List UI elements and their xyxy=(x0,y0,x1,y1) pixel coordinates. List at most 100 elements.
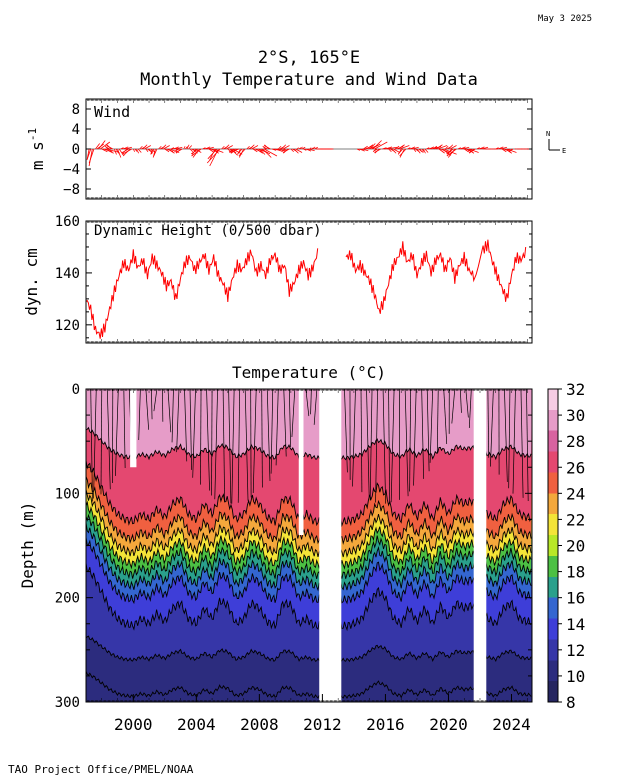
wind-vector xyxy=(252,148,258,153)
wind-vector xyxy=(120,147,124,150)
surface-contour xyxy=(487,389,490,458)
colorbar-tick-label: 20 xyxy=(566,537,585,556)
data-gap xyxy=(130,389,137,468)
wind-vector xyxy=(372,148,378,152)
surface-contour xyxy=(252,389,257,493)
wind-vectors xyxy=(86,140,529,167)
isotherm-contours xyxy=(86,389,532,700)
wind-vector xyxy=(100,141,111,150)
wind-vector xyxy=(262,146,268,150)
wind-vector xyxy=(445,145,449,150)
colorbar-tick-label: 10 xyxy=(566,667,585,686)
wind-vector xyxy=(158,145,162,150)
surface-contour xyxy=(100,389,103,495)
wind-vector xyxy=(136,148,140,154)
wind-vector xyxy=(374,141,388,150)
dynamic-height-y-tick-labels: 120 140 160 xyxy=(55,214,80,334)
wind-vector xyxy=(164,148,170,153)
wind-vector xyxy=(276,148,287,152)
wind-vector xyxy=(391,148,397,154)
wind-vector xyxy=(170,147,175,150)
wind-vector xyxy=(437,145,448,150)
wind-vector xyxy=(421,148,425,152)
temperature-panel: Temperature (°C) 0 100 200 300 2000 2004 2008… xyxy=(18,363,533,734)
wind-y-axis-label: m s-1 xyxy=(26,128,47,170)
colorbar-ramp xyxy=(548,389,558,702)
isotherm-contour xyxy=(86,489,532,558)
wind-vector xyxy=(435,144,443,150)
wind-vector xyxy=(300,146,303,150)
wind-panel: −8 −4 0 4 8 Wind m s-1 N E xyxy=(26,98,566,200)
surface-contour xyxy=(261,389,263,488)
wind-vector xyxy=(202,147,206,150)
data-gaps xyxy=(130,389,487,702)
surface-contour xyxy=(288,389,291,447)
wind-vector xyxy=(246,145,250,150)
wind-y-tick-label: −4 xyxy=(63,162,80,178)
surface-contour xyxy=(526,389,529,502)
surface-contour xyxy=(429,389,434,463)
year-tick-label: 2020 xyxy=(429,715,468,734)
surface-contour xyxy=(375,389,378,503)
wind-vector xyxy=(207,148,218,160)
wind-vector xyxy=(394,145,400,150)
wind-y-tick-label: 0 xyxy=(72,142,80,158)
wind-vector xyxy=(259,148,266,155)
compass-rose: N E xyxy=(546,130,566,155)
wind-vector xyxy=(209,148,216,161)
wind-vector xyxy=(301,146,306,150)
wind-vector xyxy=(361,148,369,152)
wind-vector xyxy=(152,148,156,158)
wind-vector xyxy=(429,146,435,150)
surface-contour xyxy=(413,389,417,486)
surface-contour xyxy=(388,389,391,504)
colorbar-tick-label: 26 xyxy=(566,458,585,477)
wind-vector xyxy=(118,148,125,157)
wind-vector xyxy=(382,147,387,150)
wind-vector xyxy=(438,148,445,154)
wind-vector xyxy=(416,148,421,154)
wind-vector xyxy=(189,148,194,153)
compass-east-label: E xyxy=(562,147,566,155)
wind-vector xyxy=(479,146,485,150)
wind-vector xyxy=(312,146,316,150)
colorbar-tick-label: 16 xyxy=(566,589,585,608)
wind-vector xyxy=(476,147,480,150)
data-gap xyxy=(473,389,487,702)
wind-vector xyxy=(188,145,193,150)
depth-tick-label: 200 xyxy=(55,591,80,607)
wind-vector xyxy=(356,148,361,151)
wind-vector xyxy=(191,148,202,157)
surface-contour xyxy=(214,389,218,500)
wind-y-tick-label: −8 xyxy=(63,182,80,198)
surface-contour xyxy=(123,389,126,468)
colorbar-tick-labels: 8 10 12 14 16 18 20 22 24 26 28 30 32 xyxy=(566,380,585,712)
dh-y-tick-label: 120 xyxy=(55,318,80,334)
footer-credit: TAO Project Office/PMEL/NOAA xyxy=(8,763,194,776)
isotherm-contour xyxy=(86,635,532,663)
wind-vector xyxy=(229,148,240,153)
wind-vector xyxy=(460,146,466,150)
surface-contour xyxy=(231,389,235,504)
depth-tick-label: 300 xyxy=(55,695,80,711)
isotherm-contour xyxy=(86,522,532,592)
surface-contour xyxy=(366,389,370,497)
wind-vector xyxy=(161,144,167,150)
wind-vector xyxy=(506,148,509,151)
surface-contour xyxy=(171,389,174,443)
depth-tick-label: 0 xyxy=(72,382,80,398)
isotherm-contour xyxy=(86,500,532,570)
wind-vector xyxy=(369,143,376,150)
wind-vector xyxy=(95,143,100,150)
colorbar-tick-label: 32 xyxy=(566,380,585,399)
colorbar-tick-label: 24 xyxy=(566,484,585,503)
surface-contour xyxy=(244,389,249,501)
data-gap xyxy=(298,389,304,536)
wind-vector xyxy=(306,148,312,152)
wind-vector xyxy=(481,146,489,150)
compass-north-label: N xyxy=(546,130,550,138)
surface-contour xyxy=(106,389,111,490)
wind-vector xyxy=(372,140,382,150)
wind-vector xyxy=(139,145,143,150)
wind-vector xyxy=(509,148,514,152)
